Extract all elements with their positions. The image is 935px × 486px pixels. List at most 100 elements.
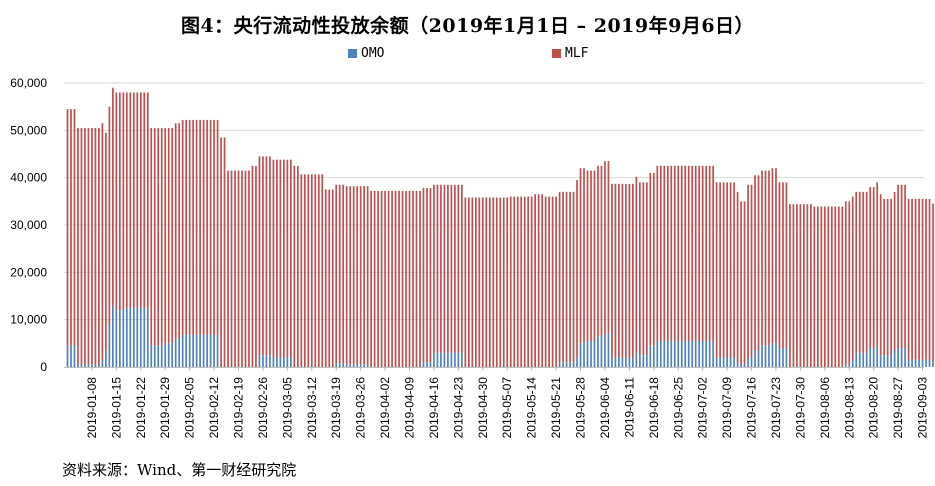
bar-mlf: [272, 159, 275, 358]
bar-mlf: [506, 197, 509, 367]
x-tick-label: 2019-02-19: [232, 377, 246, 439]
bar-mlf: [513, 196, 516, 367]
bar-omo: [84, 364, 86, 367]
bar-mlf: [394, 190, 397, 367]
bar-omo: [572, 362, 575, 367]
bar-mlf: [691, 165, 694, 341]
bar-mlf: [115, 92, 118, 311]
bar-omo: [645, 355, 648, 367]
x-tick-label: 2019-03-19: [329, 377, 343, 439]
bar-mlf: [914, 198, 917, 360]
bar-omo: [80, 364, 83, 367]
bar-mlf: [607, 161, 610, 334]
bar-mlf: [747, 184, 749, 358]
bar-omo: [461, 352, 463, 367]
bar-mlf: [108, 106, 111, 325]
bar-mlf: [387, 190, 390, 367]
bar-mlf: [412, 190, 414, 367]
bar-mlf: [251, 165, 254, 367]
bar-mlf: [119, 92, 121, 311]
bar-mlf: [722, 182, 725, 358]
bar-omo: [764, 345, 767, 367]
bar-omo: [712, 340, 714, 367]
bar-mlf: [904, 184, 906, 349]
bar-omo: [143, 307, 146, 367]
bar-omo: [178, 338, 181, 367]
bar-mlf: [248, 170, 250, 367]
bar-omo: [153, 345, 156, 367]
bar-mlf: [851, 196, 854, 360]
bar-omo: [736, 362, 739, 367]
bar-mlf: [345, 186, 348, 365]
bar-omo: [590, 340, 592, 367]
bar-mlf: [136, 92, 139, 308]
bar-omo: [893, 350, 896, 367]
bar-mlf: [635, 176, 638, 353]
bar-mlf: [642, 182, 645, 356]
x-tick-label: 2019-04-30: [476, 377, 490, 439]
bar-mlf: [356, 186, 359, 365]
source-note: 资料来源：Wind、第一财经研究院: [62, 461, 297, 479]
bar-mlf: [876, 182, 879, 346]
bar-omo: [283, 357, 285, 367]
legend-swatch-mlf: [552, 49, 561, 58]
bar-omo: [112, 305, 114, 367]
bar-omo: [625, 357, 627, 367]
x-tick-label: 2019-01-08: [85, 377, 99, 439]
bar-mlf: [879, 194, 882, 356]
bar-omo: [276, 357, 278, 367]
bar-mlf: [286, 159, 289, 358]
x-tick-label: 2019-07-09: [720, 377, 734, 439]
bar-mlf: [122, 92, 125, 311]
bar-omo: [663, 340, 666, 367]
bar-mlf: [457, 184, 460, 353]
bar-mlf: [597, 165, 599, 337]
bar-omo: [593, 340, 596, 367]
bar-mlf: [782, 182, 784, 349]
bar-mlf: [893, 191, 896, 351]
bar-mlf: [94, 127, 97, 365]
bar-mlf: [157, 127, 160, 346]
bar-omo: [279, 357, 282, 367]
bar-omo: [872, 348, 875, 367]
bar-mlf: [820, 206, 823, 367]
bar-mlf: [565, 191, 568, 363]
bar-omo: [436, 352, 439, 367]
bar-omo: [216, 334, 219, 367]
bar-mlf: [656, 165, 659, 341]
bar-mlf: [586, 170, 589, 341]
bar-mlf: [757, 175, 760, 351]
bar-mlf: [209, 119, 212, 335]
bar-mlf: [827, 206, 830, 367]
bar-omo: [101, 359, 104, 367]
bar-omo: [597, 336, 599, 367]
bar-omo: [865, 352, 868, 367]
bar-mlf: [837, 206, 840, 367]
bar-mlf: [206, 119, 208, 335]
bar-omo: [604, 333, 606, 367]
bar-mlf: [862, 191, 865, 353]
bar-mlf: [143, 92, 146, 308]
bar-omo: [925, 359, 927, 367]
bar-mlf: [481, 197, 484, 367]
bar-omo: [747, 357, 749, 367]
bar-omo: [583, 343, 585, 367]
bar-omo: [105, 350, 107, 367]
bar-omo: [265, 355, 268, 367]
bar-omo: [119, 310, 121, 367]
bars: [66, 87, 934, 367]
y-tick-label: 0: [40, 360, 47, 374]
bar-omo: [199, 334, 201, 367]
bar-mlf: [799, 204, 802, 367]
bar-omo: [656, 340, 659, 367]
bar-omo: [897, 348, 899, 367]
bar-mlf: [338, 184, 341, 364]
bar-mlf: [384, 190, 386, 367]
bar-mlf: [583, 168, 585, 344]
bar-omo: [366, 364, 369, 367]
bar-omo: [171, 343, 174, 367]
bar-mlf: [398, 190, 400, 367]
bar-mlf: [907, 198, 910, 360]
bar-mlf: [823, 206, 826, 367]
